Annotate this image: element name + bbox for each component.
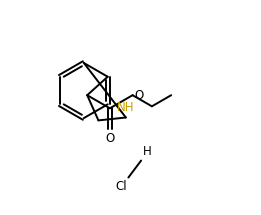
Text: NH: NH: [117, 101, 135, 114]
Text: Cl: Cl: [115, 180, 127, 193]
Text: H: H: [143, 145, 152, 158]
Text: O: O: [135, 89, 144, 102]
Text: O: O: [105, 132, 115, 145]
